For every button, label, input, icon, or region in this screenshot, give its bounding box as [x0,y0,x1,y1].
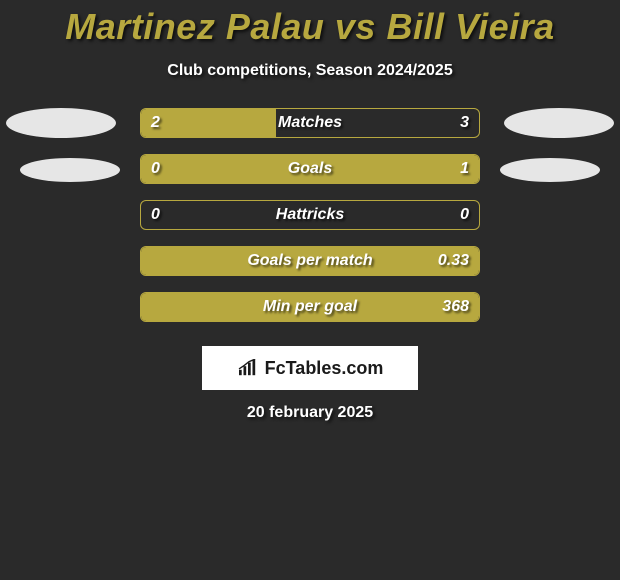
bar-fill-left [141,109,276,137]
stat-value-right: 368 [442,298,469,316]
date-label: 20 february 2025 [247,404,373,422]
stat-row: 2 Matches 3 [140,108,480,138]
stats-rows: 2 Matches 3 0 Goals 1 0 Hattricks 0 Goals per mat… [140,108,480,338]
stat-value-right: 3 [460,114,469,132]
stat-value-left: 0 [151,160,160,178]
player2-marker-bottom [500,158,600,182]
stat-row: Min per goal 368 [140,292,480,322]
stat-label: Goals per match [247,252,372,270]
branding-text: FcTables.com [265,358,384,379]
player1-name: Martinez Palau [65,6,324,47]
stat-value-right: 0 [460,206,469,224]
stat-bar: 0 Goals 1 [140,154,480,184]
chart-icon [237,359,259,377]
comparison-card: Martinez Palau vs Bill Vieira Club compe… [0,0,620,422]
stat-value-left: 2 [151,114,160,132]
stat-row: 0 Goals 1 [140,154,480,184]
subtitle: Club competitions, Season 2024/2025 [167,62,452,80]
vs-label: vs [335,6,376,47]
stat-label: Hattricks [276,206,344,224]
branding-badge: FcTables.com [202,346,418,390]
stat-row: Goals per match 0.33 [140,246,480,276]
stat-value-right: 1 [460,160,469,178]
stat-label: Matches [278,114,342,132]
stat-bar: Goals per match 0.33 [140,246,480,276]
stat-label: Goals [288,160,332,178]
player2-marker-top [504,108,614,138]
player1-marker-bottom [20,158,120,182]
stat-bar: Min per goal 368 [140,292,480,322]
stat-bar: 2 Matches 3 [140,108,480,138]
stats-area: 2 Matches 3 0 Goals 1 0 Hattricks 0 Goals per mat… [0,108,620,338]
stat-value-right: 0.33 [438,252,469,270]
stat-row: 0 Hattricks 0 [140,200,480,230]
stat-value-left: 0 [151,206,160,224]
stat-bar: 0 Hattricks 0 [140,200,480,230]
title: Martinez Palau vs Bill Vieira [65,6,554,48]
player1-marker-top [6,108,116,138]
stat-label: Min per goal [263,298,357,316]
player2-name: Bill Vieira [386,6,554,47]
